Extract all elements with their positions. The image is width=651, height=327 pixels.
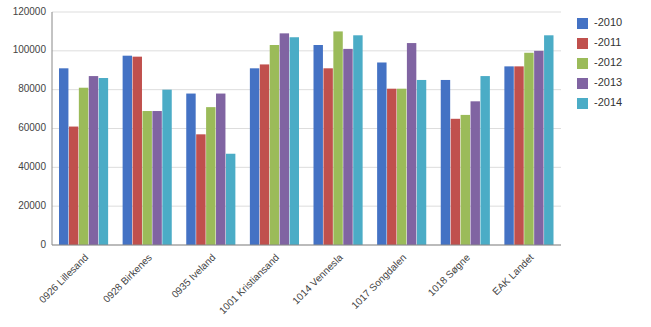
bar (514, 66, 523, 245)
bar (313, 45, 322, 245)
y-tick-label: 0 (40, 239, 46, 250)
legend-swatch (577, 58, 588, 69)
bar (290, 37, 299, 245)
bar (353, 35, 362, 245)
y-tick-label: 40000 (18, 161, 46, 172)
bars (59, 31, 554, 245)
bar (480, 76, 489, 245)
x-tick-label: 0926 Lillesand (37, 252, 90, 305)
bar (343, 49, 352, 245)
grid-line (52, 12, 561, 13)
bar (260, 64, 269, 245)
bar (407, 43, 416, 245)
bar (250, 68, 259, 245)
bar (69, 127, 78, 245)
bar (461, 115, 470, 245)
legend-label: -2011 (594, 36, 621, 48)
legend-swatch (577, 98, 588, 109)
bar (186, 94, 195, 245)
bar (534, 51, 543, 245)
y-tick-label: 20000 (18, 200, 46, 211)
chart: 0 20000 40000 60000 80000 100000 120000 0926 Li… (0, 0, 651, 327)
bar (417, 80, 426, 245)
bar (504, 66, 513, 245)
legend-label: -2012 (594, 56, 622, 68)
bar (280, 33, 289, 245)
x-tick-label: 0928 Birkenes (101, 252, 154, 305)
legend-swatch (577, 18, 588, 29)
bar (333, 31, 342, 245)
bar (123, 56, 132, 245)
bar (89, 76, 98, 245)
bar (133, 57, 142, 245)
bar (206, 107, 215, 245)
legend: -2010 -2011 -2012 -2013 -2014 (577, 16, 622, 109)
bar (99, 78, 108, 245)
bar (216, 94, 225, 245)
bar (142, 111, 151, 245)
bar (323, 68, 332, 245)
bar (397, 89, 406, 245)
y-tick-label: 100000 (13, 44, 47, 55)
bar (152, 111, 161, 245)
bar (441, 80, 450, 245)
grid-line (52, 245, 561, 246)
bar (524, 53, 533, 245)
bar (79, 88, 88, 245)
x-tick-label: EAK Landet (490, 252, 536, 298)
bar (162, 90, 171, 245)
y-axis-line (52, 12, 53, 245)
bar (270, 45, 279, 245)
grid-line (52, 50, 561, 51)
bar (226, 154, 235, 245)
y-tick-label: 60000 (18, 122, 46, 133)
x-tick-label: 1014 Vennesla (290, 251, 345, 306)
legend-label: -2010 (594, 16, 622, 28)
bar (59, 68, 68, 245)
x-tick-label: 1001 Kristiansand (217, 252, 281, 316)
bar (451, 119, 460, 245)
bar (196, 134, 205, 245)
bar (387, 89, 396, 245)
bar (471, 101, 480, 245)
x-axis-line (52, 245, 561, 246)
x-axis: 0926 Lillesand0928 Birkenes0935 Iveland1… (37, 251, 536, 316)
bar (377, 62, 386, 245)
x-tick-label: 1017 Songdalen (349, 252, 408, 311)
legend-label: -2013 (594, 76, 622, 88)
x-tick-label: 1018 Søgne (426, 251, 473, 298)
legend-swatch (577, 38, 588, 49)
y-tick-label: 120000 (13, 6, 47, 17)
legend-swatch (577, 78, 588, 89)
y-axis: 0 20000 40000 60000 80000 100000 120000 (13, 6, 561, 250)
y-tick-label: 80000 (18, 83, 46, 94)
bar (544, 35, 553, 245)
legend-label: -2014 (594, 96, 622, 108)
x-tick-label: 0935 Iveland (169, 252, 217, 300)
